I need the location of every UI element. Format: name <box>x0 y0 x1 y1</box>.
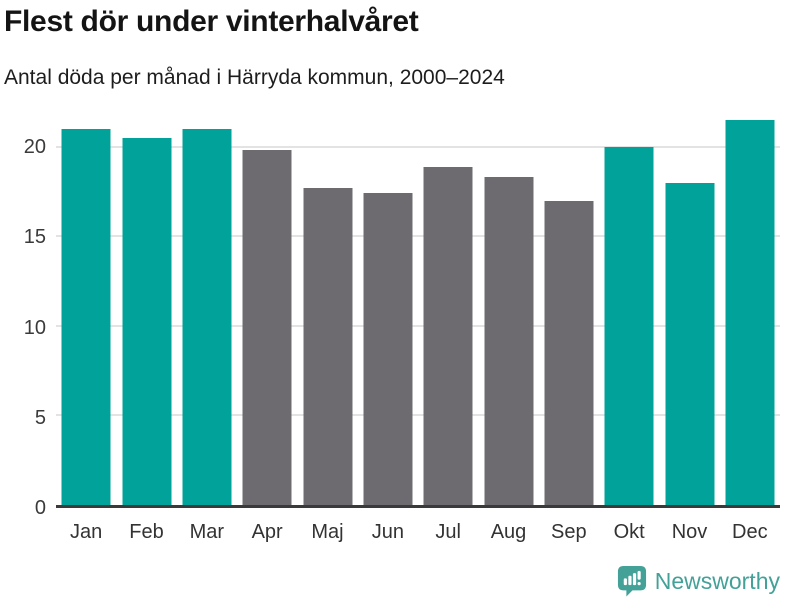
y-tick-label-0: 0 <box>34 497 46 519</box>
y-tick-label-20: 20 <box>23 136 46 159</box>
x-tick-label-sep: Sep <box>551 521 587 543</box>
plot-area <box>56 111 780 508</box>
bar-jul <box>423 166 473 505</box>
y-axis: 0 5 10 15 20 <box>0 111 46 518</box>
brand-footer: Newsworthy <box>617 565 780 597</box>
y-tick-label-15: 15 <box>23 226 46 249</box>
x-axis: Jan Feb Mar Apr Maj Jun Jul Aug Sep Okt Nov Dec <box>56 520 780 546</box>
bar-okt <box>604 146 654 505</box>
bar-aug <box>484 177 533 505</box>
newsworthy-logo-icon <box>617 566 646 597</box>
gridline-5 <box>56 414 780 417</box>
bar-nov <box>665 182 714 505</box>
chart-subtitle: Antal döda per månad i Härryda kommun, 2… <box>4 66 505 89</box>
x-tick-label-aug: Aug <box>490 521 527 543</box>
x-tick-label-dec: Dec <box>732 521 768 543</box>
gridline-10 <box>56 324 780 327</box>
bar-maj <box>303 188 352 505</box>
x-tick-label-okt: Okt <box>613 521 645 543</box>
x-tick-label-nov: Nov <box>671 521 708 543</box>
x-tick-label-apr: Apr <box>251 521 283 543</box>
bar-sep <box>544 200 594 505</box>
x-tick-label-feb: Feb <box>129 521 164 543</box>
gridline-15 <box>56 235 780 238</box>
chart-title: Flest dör under vinterhalvåret <box>4 5 419 38</box>
bar-jan <box>61 128 111 505</box>
bar-dec <box>725 119 775 505</box>
x-tick-label-jun: Jun <box>371 521 404 543</box>
brand-name: Newsworthy <box>654 567 780 594</box>
bar-feb <box>122 137 171 505</box>
x-tick-label-mar: Mar <box>189 521 225 543</box>
y-tick-label-5: 5 <box>34 406 46 429</box>
x-tick-label-maj: Maj <box>311 521 344 543</box>
x-tick-label-jul: Jul <box>435 521 461 543</box>
bar-jun <box>363 193 413 505</box>
x-tick-label-jan: Jan <box>70 521 103 543</box>
bar-mar <box>182 128 232 505</box>
bar-apr <box>242 150 292 505</box>
gridline-20 <box>56 145 780 148</box>
y-tick-label-10: 10 <box>23 316 46 339</box>
